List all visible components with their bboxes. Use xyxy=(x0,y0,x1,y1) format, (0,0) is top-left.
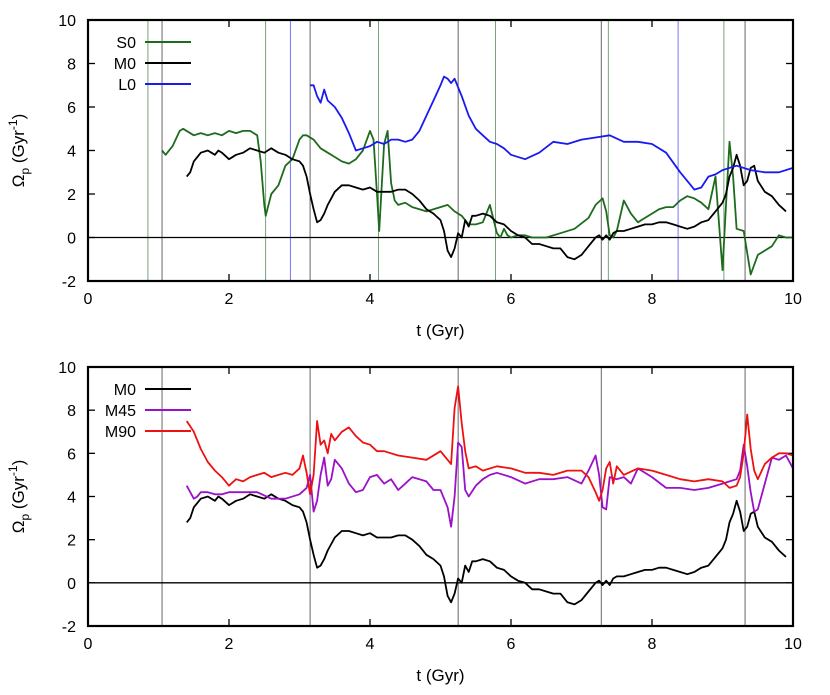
y-tick-label-4: 4 xyxy=(67,144,76,161)
x-tick-label-4: 4 xyxy=(366,636,375,653)
x-axis-label: t (Gyr) xyxy=(416,321,464,340)
x-axis-label: t (Gyr) xyxy=(416,666,464,685)
x-tick-label-0: 0 xyxy=(84,636,93,653)
y-tick-label-0: 0 xyxy=(67,231,76,248)
plot-frame xyxy=(86,18,795,283)
series-line-M90 xyxy=(185,385,794,502)
legend-label-M0: M0 xyxy=(114,56,136,73)
y-tick-label-4: 4 xyxy=(67,490,76,507)
y-tick-label-2: 2 xyxy=(67,533,76,550)
x-tick-label-6: 6 xyxy=(507,636,516,653)
y-tick-label-10: 10 xyxy=(58,13,76,30)
plot-frame xyxy=(86,365,795,628)
y-tick-label-10: 10 xyxy=(58,360,76,377)
series-line-L0 xyxy=(310,75,794,191)
series-line-M0 xyxy=(186,147,787,261)
chart-panel-1: 0 2 4 6 8 10 -2 0 2 4 6 8 10 S0 M0 L0 t (Gyr) Ωp (Gyr-1) xyxy=(6,13,802,340)
y-axis-label-part-4: -1 xyxy=(6,465,20,476)
series-line-M0 xyxy=(186,493,787,606)
y-axis-label-part-3: (Gyr xyxy=(9,476,28,514)
x-tick-label-2: 2 xyxy=(225,636,234,653)
x-tick-label-10: 10 xyxy=(784,291,802,308)
y-tick-label-8: 8 xyxy=(67,57,76,74)
y-axis-label-part-4: -1 xyxy=(6,119,20,130)
y-tick-label-0: 0 xyxy=(67,576,76,593)
y-axis-label-part-1: Ω xyxy=(9,175,28,188)
x-tick-label-10: 10 xyxy=(784,636,802,653)
y-axis-label-part-5: ) xyxy=(9,460,28,466)
x-tick-label-6: 6 xyxy=(507,291,516,308)
y-tick-label-8: 8 xyxy=(67,403,76,420)
y-axis-label-part-3: (Gyr xyxy=(9,130,28,168)
legend-label-L0: L0 xyxy=(118,77,136,94)
chart-panel-2: 0 2 4 6 8 10 -2 0 2 4 6 8 10 M0 M45 M90 t (Gyr) Ωp (Gyr-1… xyxy=(6,360,802,685)
legend-label-S0: S0 xyxy=(116,35,136,52)
y-tick-label--2: -2 xyxy=(62,619,76,636)
y-tick-label--2: -2 xyxy=(62,274,76,291)
y-tick-label-6: 6 xyxy=(67,100,76,117)
y-axis-label-part-2: p xyxy=(18,514,32,521)
x-tick-label-2: 2 xyxy=(225,291,234,308)
x-tick-label-4: 4 xyxy=(366,291,375,308)
legend-label-M90: M90 xyxy=(105,424,136,441)
legend-label-M0: M0 xyxy=(114,382,136,399)
y-axis-label: Ωp (Gyr-1) xyxy=(6,460,32,534)
y-axis-label-part-5: ) xyxy=(9,114,28,120)
series-line-S0 xyxy=(161,127,793,276)
y-axis-label-part-2: p xyxy=(18,168,32,175)
y-tick-label-2: 2 xyxy=(67,187,76,204)
y-tick-label-6: 6 xyxy=(67,446,76,463)
series-line-M45 xyxy=(185,441,794,528)
x-tick-label-8: 8 xyxy=(648,291,657,308)
x-tick-label-8: 8 xyxy=(648,636,657,653)
legend-label-M45: M45 xyxy=(105,403,136,420)
x-tick-label-0: 0 xyxy=(84,291,93,308)
y-axis-label: Ωp (Gyr-1) xyxy=(6,114,32,188)
y-axis-label-part-1: Ω xyxy=(9,521,28,534)
